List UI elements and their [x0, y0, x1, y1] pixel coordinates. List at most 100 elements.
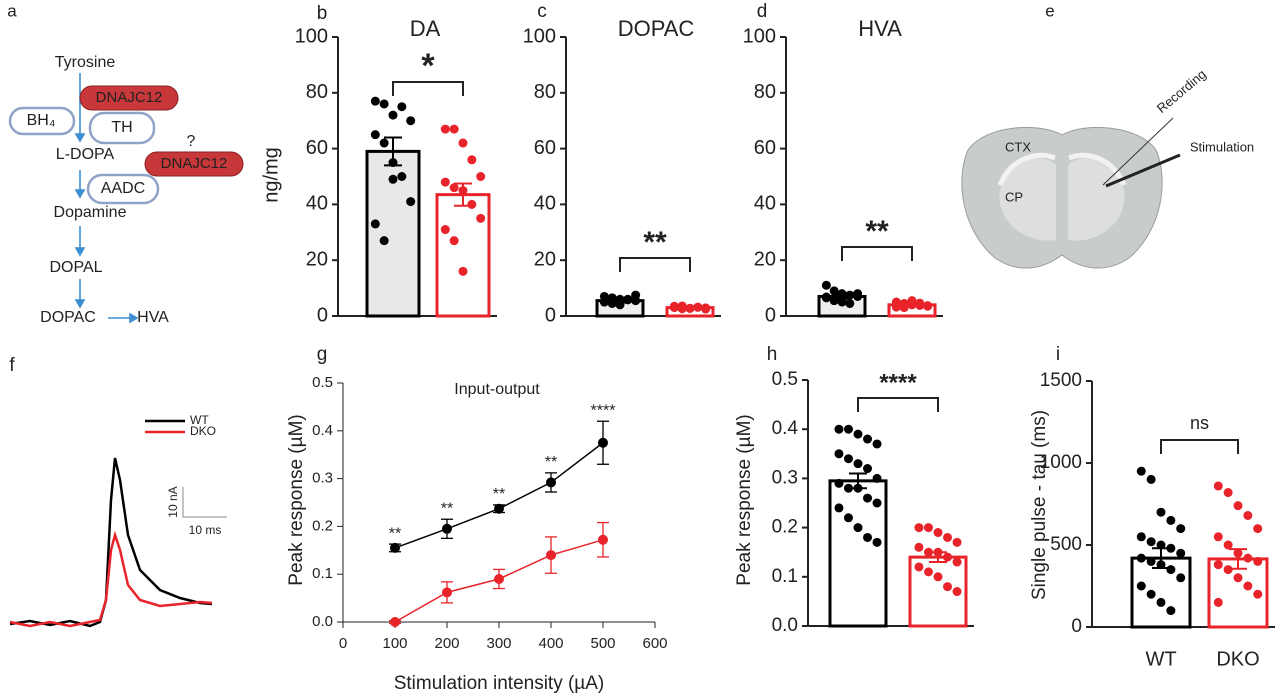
- data-point: [693, 302, 703, 312]
- data-point: [494, 573, 504, 584]
- recording-electrode: [1102, 117, 1174, 186]
- enzyme-box: [88, 111, 156, 145]
- significance-label: **: [643, 226, 667, 259]
- wt-trace: [9, 457, 213, 628]
- data-point: [845, 298, 855, 308]
- scale-bar: [182, 487, 227, 518]
- panel-label: i: [1056, 344, 1060, 365]
- data-point: [843, 454, 853, 464]
- significance-label: ****: [591, 402, 616, 419]
- data-point: [834, 424, 844, 434]
- data-point: [872, 473, 882, 483]
- data-point: [952, 537, 962, 547]
- y-tick-label: 0.4: [312, 422, 333, 439]
- data-point: [397, 172, 407, 181]
- pathway-label: DOPAL: [49, 259, 102, 276]
- data-point: [1136, 466, 1146, 476]
- dko-trace: [9, 530, 213, 628]
- data-point: [631, 290, 641, 300]
- y-tick-label: 60: [534, 137, 556, 159]
- data-point: [1146, 556, 1156, 566]
- data-point: [952, 587, 962, 597]
- data-point: [685, 303, 695, 313]
- data-point: [388, 110, 398, 120]
- enzyme-box: [144, 151, 244, 177]
- y-tick-label: 80: [306, 81, 328, 103]
- data-point: [467, 155, 477, 165]
- pathway-label: AADC: [101, 180, 145, 197]
- x-tick-label: 0: [339, 635, 347, 652]
- data-point: [1166, 565, 1176, 575]
- pathway-label: Dopamine: [54, 204, 127, 221]
- data-point: [1156, 507, 1166, 517]
- chart-title: Input-output: [454, 381, 540, 398]
- legend-label: WT: [190, 413, 209, 427]
- data-point: [907, 296, 917, 306]
- data-point: [1166, 515, 1176, 525]
- data-point: [1176, 573, 1186, 583]
- data-point: [943, 552, 953, 562]
- y-tick-label: 0.2: [312, 517, 333, 534]
- y-tick-label: 40: [306, 193, 328, 215]
- data-point: [834, 449, 844, 459]
- data-point: [467, 199, 477, 209]
- data-point: [370, 130, 380, 140]
- data-point: [853, 429, 863, 439]
- cofactor-box: [8, 106, 76, 136]
- y-tick-label: 0.5: [772, 369, 798, 390]
- data-point: [1166, 606, 1176, 616]
- data-point: [1213, 481, 1223, 491]
- y-axis-label: ng/mg: [260, 147, 282, 203]
- data-point: [1156, 597, 1166, 607]
- data-point: [1243, 510, 1253, 520]
- pathway-label: DNAJC12: [161, 155, 228, 172]
- pathway-label: Tyrosine: [55, 54, 116, 71]
- y-tick-label: 20: [306, 248, 328, 270]
- data-point: [615, 300, 625, 310]
- data-point: [599, 297, 609, 307]
- data-point: [494, 503, 504, 514]
- y-tick-label: 0.2: [772, 517, 798, 538]
- y-tick-label: 500: [1050, 534, 1082, 555]
- data-point: [915, 298, 925, 308]
- y-tick-label: 20: [754, 248, 776, 270]
- data-point: [546, 477, 556, 488]
- y-tick-label: 80: [754, 81, 776, 103]
- data-point: [853, 459, 863, 469]
- data-point: [834, 503, 844, 513]
- data-point: [458, 185, 468, 195]
- data-point: [1213, 597, 1223, 607]
- data-point: [379, 236, 389, 246]
- scale-label: 10 nA: [166, 486, 180, 517]
- data-point: [397, 102, 407, 112]
- data-point: [933, 547, 943, 557]
- data-point: [837, 289, 847, 299]
- data-point: [669, 302, 679, 312]
- brain-slice: [961, 126, 1163, 269]
- data-point: [1233, 573, 1243, 583]
- data-point: [845, 290, 855, 300]
- y-tick-label: 100: [523, 25, 556, 47]
- data-point: [546, 550, 556, 561]
- data-point: [952, 557, 962, 567]
- data-point: [388, 174, 398, 184]
- striatum: [1068, 158, 1125, 241]
- y-tick-label: 0.5: [312, 374, 333, 391]
- data-point: [442, 587, 452, 598]
- x-tick-label: 200: [434, 635, 459, 652]
- data-point: [1136, 553, 1146, 563]
- x-tick-label: WT: [1145, 648, 1176, 670]
- data-point: [449, 124, 459, 134]
- y-tick-label: 100: [743, 25, 776, 47]
- significance-label: ****: [879, 369, 917, 396]
- data-point: [834, 478, 844, 488]
- data-point: [1213, 532, 1223, 542]
- y-axis-label: Single pulse - tau (ms): [1029, 410, 1050, 600]
- pathway-label: TH: [111, 119, 132, 136]
- chart-title: DA: [410, 16, 441, 41]
- data-point: [863, 532, 873, 542]
- y-tick-label: 0: [765, 304, 776, 326]
- data-point: [1136, 532, 1146, 542]
